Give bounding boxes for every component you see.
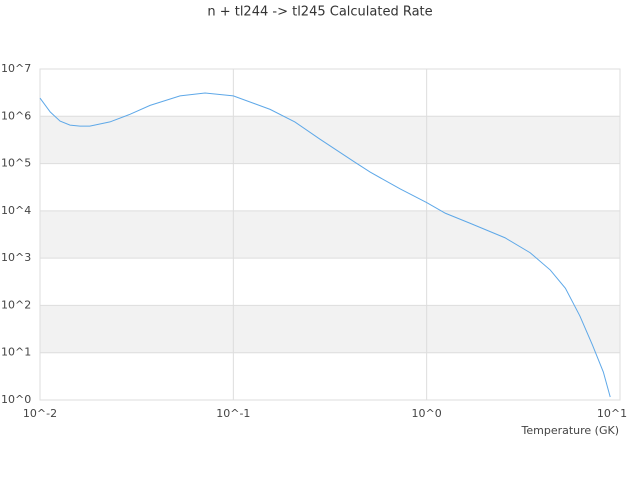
x-tick-label: 10^-2	[23, 407, 57, 420]
grid-band	[40, 210, 620, 259]
x-axis-label: Temperature (GK)	[521, 424, 620, 437]
grid-band	[40, 116, 620, 164]
chart-title: n + tl244 -> tl245 Calculated Rate	[207, 5, 432, 20]
y-tick-label: 10^7	[1, 62, 31, 75]
y-tick-label: 10^0	[1, 393, 31, 406]
grid-band	[40, 305, 620, 353]
x-tick-label: 10^0	[412, 407, 442, 420]
grid	[39, 68, 621, 401]
y-tick-label: 10^1	[1, 346, 31, 359]
x-tick-label: 10^1	[597, 407, 627, 420]
y-tick-label: 10^3	[1, 251, 31, 264]
data-line	[39, 92, 611, 398]
y-tick-label: 10^4	[1, 204, 31, 217]
y-tick-label: 10^5	[1, 157, 31, 170]
plot-border	[39, 68, 621, 401]
x-tick-label: 10^-1	[216, 407, 250, 420]
y-tick-label: 10^2	[1, 298, 31, 311]
y-tick-label: 10^6	[1, 109, 31, 122]
